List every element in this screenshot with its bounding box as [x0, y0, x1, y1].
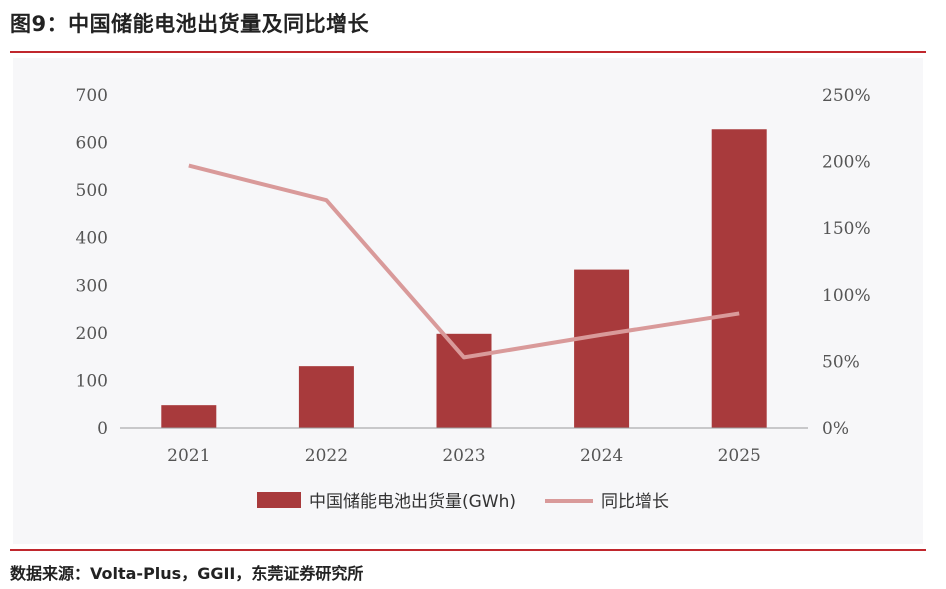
left-tick-label: 0: [97, 419, 108, 439]
x-tick-label: 2022: [305, 446, 348, 466]
bar: [298, 366, 354, 428]
source-note: 数据来源：Volta-Plus，GGII，东莞证券研究所: [10, 564, 364, 583]
right-tick-label: 150%: [822, 219, 871, 239]
figure-title: 图9：中国储能电池出货量及同比增长: [10, 12, 370, 36]
x-tick-label: 2025: [718, 446, 761, 466]
right-tick-label: 200%: [822, 153, 871, 173]
left-axis-ticks: 0 100 200 300 400 500 600 700: [76, 86, 108, 439]
title-rule: [10, 51, 926, 53]
left-tick-label: 700: [76, 86, 108, 106]
legend-bar-label: 中国储能电池出货量(GWh): [309, 492, 516, 512]
x-tick-label: 2021: [167, 446, 210, 466]
left-tick-label: 600: [76, 134, 108, 154]
x-tick-label: 2024: [580, 446, 623, 466]
left-tick-label: 500: [76, 181, 108, 201]
right-tick-label: 50%: [822, 352, 860, 372]
left-tick-label: 100: [76, 371, 108, 391]
right-axis-ticks: 0% 50% 100% 150% 200% 250%: [822, 86, 871, 439]
left-tick-label: 300: [76, 276, 108, 296]
bar: [436, 333, 492, 428]
growth-line: [188, 163, 740, 360]
bars: [161, 129, 767, 428]
bar: [711, 129, 767, 428]
legend: 中国储能电池出货量(GWh) 同比增长: [257, 492, 669, 512]
footer-rule: [10, 549, 926, 551]
left-tick-label: 200: [76, 324, 108, 344]
right-tick-label: 0%: [822, 419, 849, 439]
legend-line-label: 同比增长: [601, 492, 669, 512]
plot-background: [13, 58, 923, 544]
bar: [574, 269, 630, 428]
left-tick-label: 400: [76, 229, 108, 249]
right-tick-label: 250%: [822, 86, 871, 106]
legend-bar-swatch: [257, 492, 301, 508]
x-tick-label: 2023: [442, 446, 485, 466]
x-axis-ticks: 2021 2022 2023 2024 2025: [167, 446, 761, 466]
bar: [161, 405, 217, 428]
right-tick-label: 100%: [822, 286, 871, 306]
